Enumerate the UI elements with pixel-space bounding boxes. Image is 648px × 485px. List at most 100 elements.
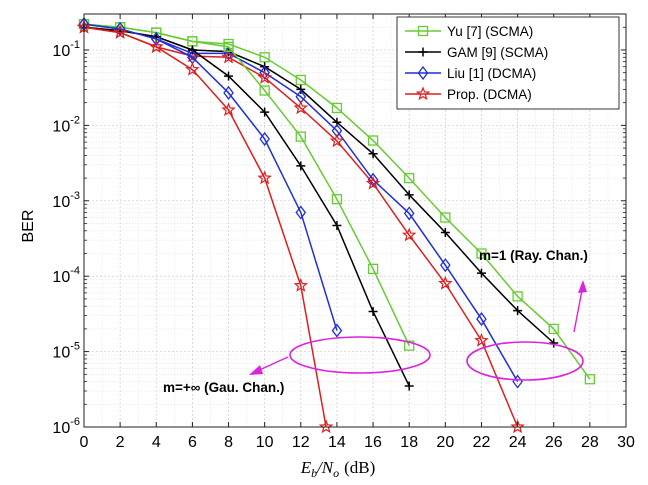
data-point <box>332 221 342 231</box>
y-tick-label: 10-1 <box>52 39 80 60</box>
data-point <box>293 100 309 115</box>
legend-label: Yu [7] (SCMA) <box>447 24 533 39</box>
data-point <box>260 107 270 117</box>
data-point <box>112 24 128 39</box>
legend-label: Liu [1] (DCMA) <box>447 66 536 81</box>
annotation-rayleigh: m=1 (Ray. Chan.) <box>479 248 588 263</box>
data-point <box>295 131 306 142</box>
data-point <box>549 338 559 348</box>
x-tick-label: 22 <box>473 434 491 451</box>
legend-label: GAM [9] (SCMA) <box>447 45 548 60</box>
data-point <box>510 419 525 434</box>
x-tick-label: 2 <box>116 434 125 451</box>
x-tick-label: 30 <box>617 434 635 451</box>
gaussian-ellipse <box>289 336 431 374</box>
data-point <box>257 170 272 185</box>
legend-label: Prop. (DCMA) <box>447 87 532 102</box>
series-layer <box>76 17 596 434</box>
series-line <box>83 23 410 346</box>
x-label-sub2: o <box>333 466 339 480</box>
legend-marker <box>418 47 428 57</box>
annotation-gaussian: m=+∞ (Gau. Chan.) <box>163 380 284 395</box>
data-point <box>259 131 270 147</box>
data-point <box>403 206 415 221</box>
data-point <box>404 381 414 391</box>
data-point <box>331 123 343 138</box>
data-point <box>404 190 414 200</box>
x-label-slash: /N <box>316 458 335 477</box>
x-tick-label: 20 <box>436 434 454 451</box>
data-point <box>476 311 487 327</box>
legend-marker <box>415 86 431 101</box>
x-tick-label: 14 <box>328 434 346 451</box>
x-label-var: E <box>300 458 312 477</box>
data-point <box>295 74 306 86</box>
axes <box>83 13 627 428</box>
x-tick-label: 10 <box>256 434 274 451</box>
series-gaussian-4 <box>78 19 415 351</box>
data-point <box>512 291 523 302</box>
data-point <box>476 248 487 259</box>
y-tick-label: 10-3 <box>52 190 80 211</box>
data-point <box>404 172 415 184</box>
data-point <box>368 149 378 159</box>
gaussian-arrowhead <box>249 365 263 375</box>
data-point <box>296 84 306 94</box>
data-point <box>296 161 306 171</box>
data-point <box>331 102 343 114</box>
data-point <box>438 275 453 290</box>
data-point <box>185 48 200 63</box>
y-tick-label: 10-5 <box>52 341 80 362</box>
data-point <box>548 323 559 335</box>
data-point <box>295 205 307 220</box>
rayleigh-arrowhead <box>578 280 587 293</box>
minor-grid <box>84 14 626 427</box>
x-tick-label: 12 <box>292 434 310 451</box>
legend-marker <box>417 65 429 81</box>
data-point <box>584 374 596 385</box>
legend: Yu [7] (SCMA) GAM [9] (SCMA) Liu [1] (DCMA… <box>396 16 620 110</box>
data-point <box>440 258 451 273</box>
data-point <box>148 39 164 54</box>
data-point <box>223 85 234 100</box>
data-point <box>257 69 272 84</box>
data-point <box>150 31 162 47</box>
data-point <box>318 419 334 434</box>
plot-frame <box>83 13 627 428</box>
data-point <box>440 212 451 223</box>
data-point <box>513 306 523 316</box>
legend-entry: Liu [1] (DCMA) <box>405 65 536 81</box>
data-point <box>259 65 270 80</box>
x-tick-label: 4 <box>152 434 161 451</box>
x-label-unit: (dB) <box>344 458 375 477</box>
data-point <box>185 61 200 76</box>
x-tick-label: 6 <box>188 434 197 451</box>
x-label-sub1: b <box>311 466 317 480</box>
y-axis-label: BER <box>20 210 37 243</box>
data-point <box>259 52 270 63</box>
data-point <box>476 268 486 278</box>
x-tick-label: 16 <box>364 434 382 451</box>
legend-marker <box>417 25 429 37</box>
data-point <box>404 340 415 351</box>
x-axis-label: Eb/No (dB) <box>300 458 376 480</box>
x-tick-label: 0 <box>80 434 89 451</box>
x-tick-label: 8 <box>224 434 233 451</box>
legend-entry: Yu [7] (SCMA) <box>405 24 533 39</box>
data-point <box>224 71 234 81</box>
data-point <box>331 194 343 205</box>
data-point <box>223 41 234 53</box>
data-point <box>293 277 309 292</box>
ticks: 0 2 4 6 8 10 12 14 16 18 20 22 24 26 28 3010-110-210-31… <box>52 14 635 451</box>
annotations: m=1 (Ray. Chan.) m=+∞ (Gau. Chan.) <box>163 248 588 395</box>
data-point <box>187 45 197 55</box>
y-tick-label: 10-4 <box>52 265 80 286</box>
data-point <box>401 227 417 242</box>
data-point <box>367 263 379 275</box>
data-point <box>367 135 379 146</box>
data-point <box>329 133 345 148</box>
data-point <box>474 332 489 347</box>
data-point <box>331 323 343 338</box>
x-tick-label: 28 <box>581 434 599 451</box>
